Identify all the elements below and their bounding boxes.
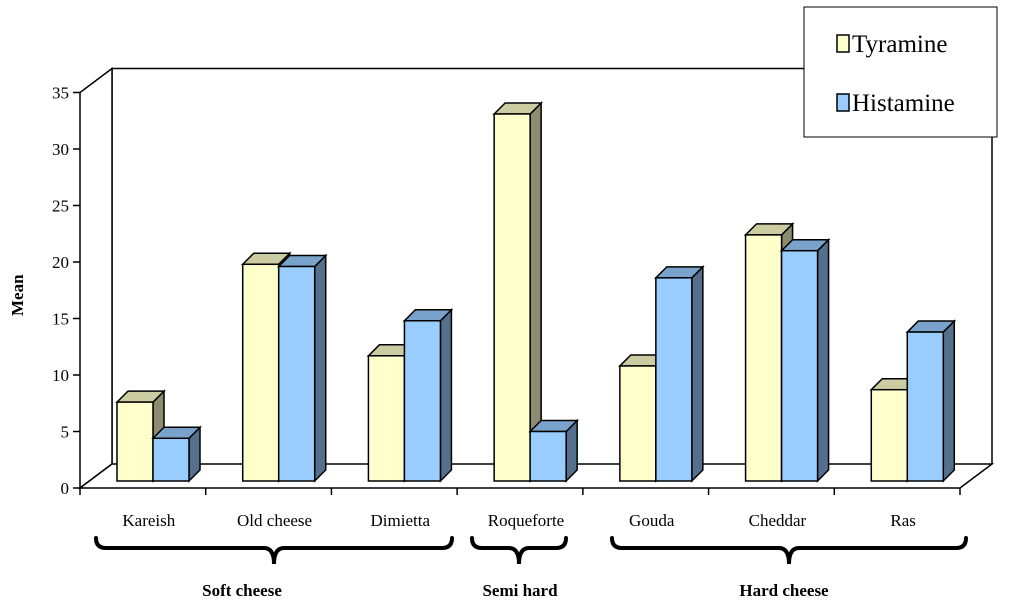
y-tick-label: 30 <box>52 140 69 159</box>
y-tick-label: 5 <box>61 423 70 442</box>
x-tick-label: Kareish <box>122 511 175 530</box>
legend-label: Tyramine <box>852 31 947 58</box>
bar-histamine-cheddar <box>780 249 819 482</box>
bar-histamine-ras-side <box>942 319 956 483</box>
group-brace-semi-hard <box>470 536 568 565</box>
x-tick-label: Roqueforte <box>488 511 564 530</box>
group-brace-hard-cheese <box>610 536 968 565</box>
bar-histamine-cheddar-side <box>816 237 830 483</box>
legend-label: Histamine <box>852 90 955 117</box>
bar-histamine-old-cheese-side <box>313 253 327 483</box>
bar-histamine-dimietta-side <box>439 307 453 483</box>
group-label-soft-cheese: Soft cheese <box>202 581 282 600</box>
bar-histamine-gouda <box>655 277 693 482</box>
bar-tyramine-kareish <box>116 401 154 482</box>
bar-tyramine-ras <box>870 388 909 482</box>
y-axis-title: Mean <box>8 274 27 316</box>
bar-tyramine-dimietta <box>367 355 406 482</box>
side-wall <box>79 67 113 490</box>
legend-swatch <box>836 93 850 112</box>
x-tick-label: Dimietta <box>371 511 431 530</box>
x-tick-label: Gouda <box>629 511 675 530</box>
legend-swatch <box>836 34 850 53</box>
bar-tyramine-roqueforte <box>493 113 531 482</box>
bar-histamine-dimietta <box>403 320 442 482</box>
y-tick-label: 35 <box>52 84 69 103</box>
x-tick-label: Old cheese <box>237 511 312 530</box>
y-tick-label: 20 <box>52 253 69 272</box>
bar-histamine-old-cheese <box>277 265 316 482</box>
bar-histamine-ras <box>906 331 945 482</box>
bar-histamine-kareish <box>152 437 190 482</box>
bar-histamine-gouda-side <box>691 265 704 483</box>
legend <box>803 6 998 138</box>
x-tick-label: Ras <box>890 511 916 530</box>
bar-tyramine-old-cheese <box>241 263 280 482</box>
bar-histamine-roqueforte <box>529 430 567 482</box>
y-tick-label: 15 <box>52 310 69 329</box>
y-tick-label: 0 <box>61 479 70 498</box>
group-label-hard-cheese: Hard cheese <box>739 581 829 600</box>
group-label-semi-hard: Semi hard <box>482 581 558 600</box>
y-tick-label: 10 <box>52 366 69 385</box>
y-tick-label: 25 <box>52 197 69 216</box>
bar-tyramine-cheddar <box>744 234 783 482</box>
group-brace-soft-cheese <box>94 536 454 565</box>
x-tick-label: Cheddar <box>749 511 807 530</box>
bar-tyramine-gouda <box>619 365 657 482</box>
